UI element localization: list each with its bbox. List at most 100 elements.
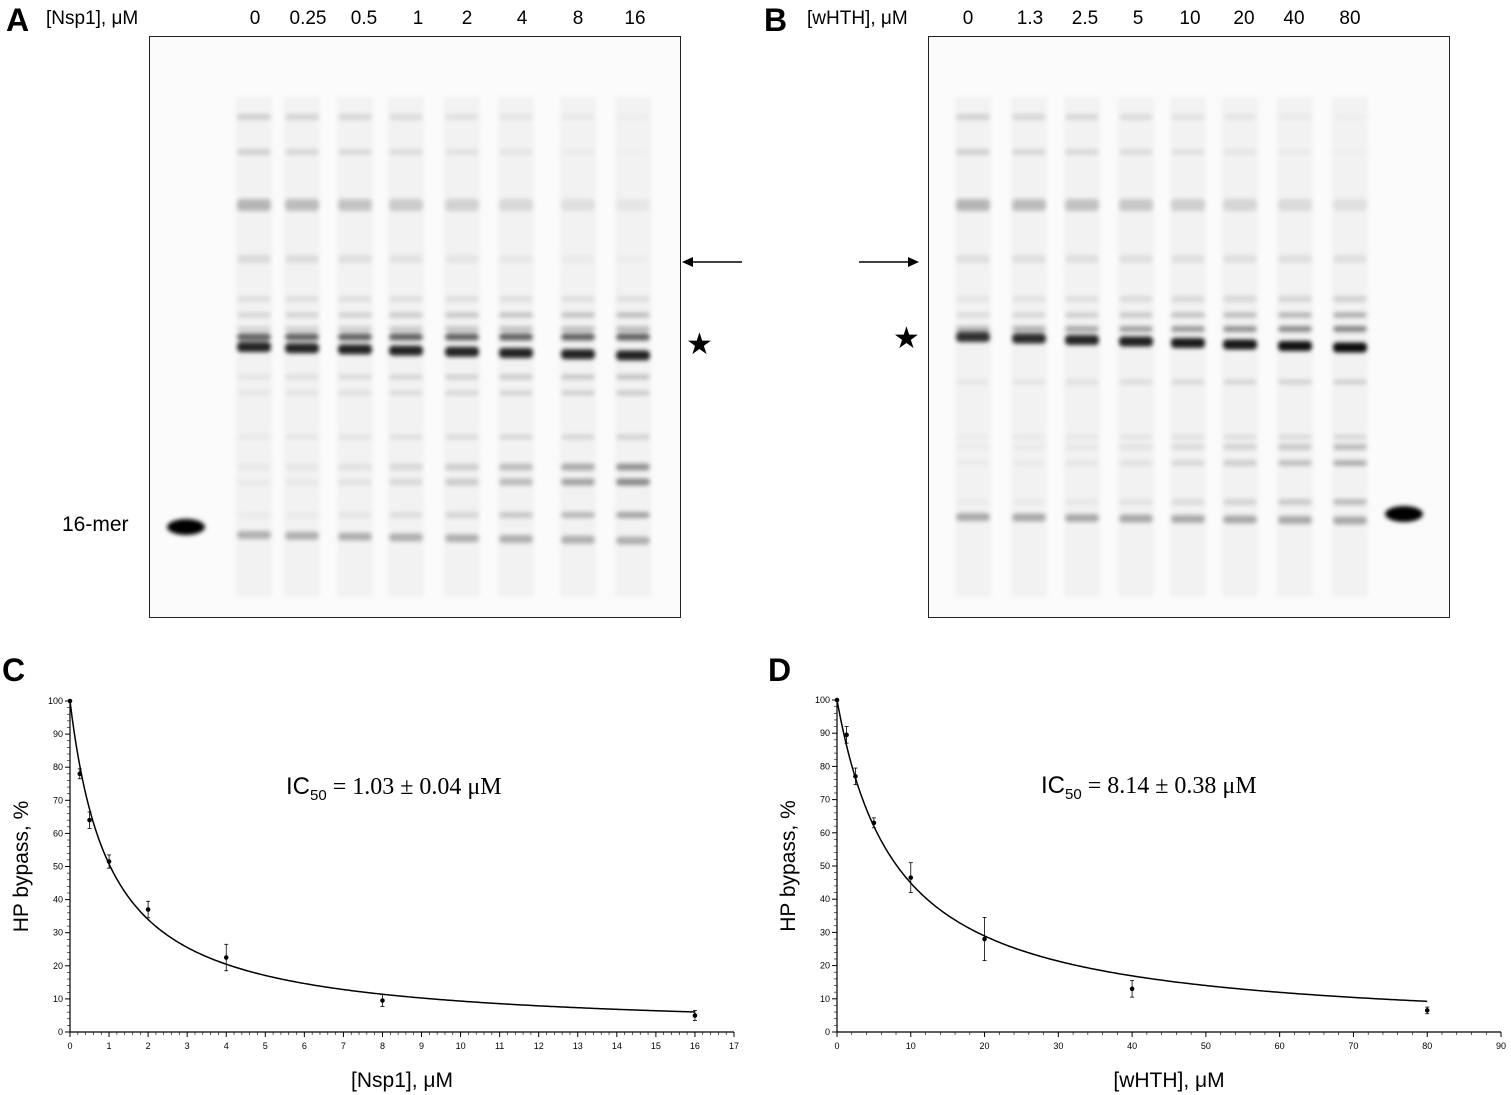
gel-b-band xyxy=(1012,296,1046,302)
x-tick-label: 14 xyxy=(612,1041,622,1051)
panel-b-lane-label: 5 xyxy=(1132,8,1144,29)
y-axis-label: HP bypass, % xyxy=(10,801,33,933)
gel-image-b xyxy=(928,36,1450,618)
gel-a-band xyxy=(616,478,650,486)
gel-b-band xyxy=(1012,199,1046,211)
gel-b-band xyxy=(1333,296,1367,302)
gel-a-band xyxy=(389,149,423,155)
gel-a-band xyxy=(237,374,271,380)
gel-a-band xyxy=(499,312,533,318)
gel-a-band xyxy=(616,463,650,471)
gel-b-band xyxy=(1119,336,1153,347)
gel-b-band xyxy=(1065,312,1099,318)
y-tick-label: 10 xyxy=(53,994,63,1004)
gel-a-band xyxy=(499,333,533,341)
data-point xyxy=(1424,1008,1430,1013)
x-tick-label: 5 xyxy=(263,1041,268,1051)
gel-b-band xyxy=(1171,515,1205,523)
gel-a-band xyxy=(389,374,423,380)
x-tick-label: 70 xyxy=(1348,1041,1358,1051)
x-tick-label: 12 xyxy=(534,1041,544,1051)
gel-a-band xyxy=(561,114,595,120)
gel-a-band xyxy=(389,434,423,440)
panel-a-lane-label: 0.25 xyxy=(289,8,327,29)
gel-b-band xyxy=(1278,199,1312,211)
fit-curve xyxy=(836,699,1428,1003)
panel-a-letter: A xyxy=(6,2,30,38)
data-point xyxy=(77,771,83,777)
gel-b-band xyxy=(1278,516,1312,524)
gel-a-band xyxy=(499,296,533,302)
gel-a-band xyxy=(389,326,423,332)
gel-b-band xyxy=(1278,379,1312,385)
gel-a-band xyxy=(338,512,372,518)
gel-a-band xyxy=(616,333,650,341)
gel-a-band xyxy=(616,326,650,332)
arrow-left-icon xyxy=(682,257,742,267)
gel-a-band xyxy=(499,199,533,211)
gel-a-band xyxy=(237,390,271,396)
gel-b-band xyxy=(1119,199,1153,211)
gel-b-band xyxy=(1223,379,1257,385)
gel-b-band xyxy=(1333,460,1367,466)
gel-a-marker-band xyxy=(167,519,205,535)
gel-a-band xyxy=(237,199,271,211)
gel-a-band xyxy=(338,114,372,120)
gel-b-band xyxy=(1171,434,1205,440)
gel-a-band xyxy=(616,374,650,380)
gel-a-band xyxy=(338,434,372,440)
gel-b-band xyxy=(1065,114,1099,120)
gel-a-band xyxy=(237,512,271,518)
panel-a-concentration-label: [Nsp1], μM xyxy=(46,8,139,29)
gel-b-band xyxy=(956,332,990,342)
gel-a-band xyxy=(237,296,271,302)
gel-b-band xyxy=(1119,312,1153,318)
gel-b-band xyxy=(1119,444,1153,450)
gel-a-band xyxy=(237,479,271,486)
gel-b-band xyxy=(1278,312,1312,318)
gel-b-band xyxy=(956,379,990,385)
gel-b-band xyxy=(1065,326,1099,332)
gel-a-band xyxy=(499,374,533,380)
x-tick-label: 16 xyxy=(690,1041,700,1051)
gel-b-band xyxy=(1278,149,1312,155)
gel-a-band xyxy=(561,434,595,440)
gel-b-band xyxy=(1333,434,1367,440)
gel-b-band xyxy=(1278,444,1312,450)
x-tick-label: 10 xyxy=(456,1041,466,1051)
gel-a-lane-smear xyxy=(615,97,651,597)
gel-a-band xyxy=(561,312,595,318)
x-tick-label: 13 xyxy=(573,1041,583,1051)
gel-b-band xyxy=(1278,341,1312,351)
x-tick-label: 30 xyxy=(1053,1041,1063,1051)
panel-a-lane-label: 8 xyxy=(572,8,584,29)
y-tick-label: 80 xyxy=(53,762,63,772)
gel-a-band xyxy=(338,390,372,396)
gel-a-band xyxy=(499,512,533,518)
data-point xyxy=(692,1013,698,1018)
gel-a-band xyxy=(445,333,479,341)
gel-a-band xyxy=(285,434,319,440)
gel-b-band xyxy=(956,460,990,466)
gel-a-band xyxy=(237,342,271,352)
y-tick-label: 100 xyxy=(48,696,63,706)
gel-a-band xyxy=(338,374,372,380)
y-tick-label: 10 xyxy=(820,994,830,1004)
gel-a-band xyxy=(445,434,479,440)
gel-b-band xyxy=(1012,460,1046,466)
x-tick-label: 8 xyxy=(380,1041,385,1051)
gel-a-band xyxy=(237,149,271,155)
y-tick-label: 60 xyxy=(820,828,830,838)
gel-b-band xyxy=(1333,199,1367,211)
gel-a-band xyxy=(499,390,533,396)
gel-a-band xyxy=(445,326,479,332)
gel-a-band xyxy=(338,312,372,318)
gel-a-band xyxy=(389,312,423,318)
gel-a-band xyxy=(445,478,479,486)
gel-b-band xyxy=(956,499,990,505)
gel-b-band xyxy=(1065,335,1099,345)
gel-a-bands xyxy=(167,97,651,597)
gel-a-band xyxy=(499,463,533,471)
panel-b-lane-label: 10 xyxy=(1179,8,1201,29)
